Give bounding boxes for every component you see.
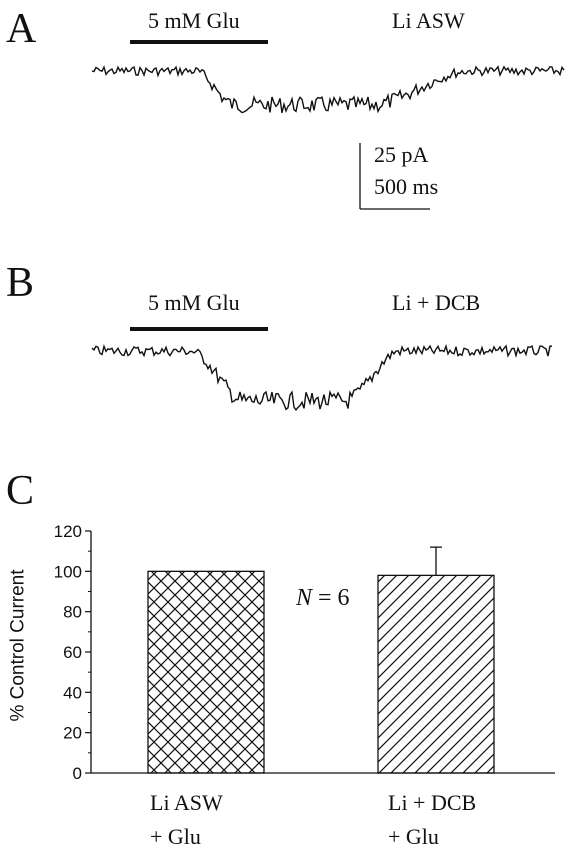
category-label-1-line1: Li + DCB [388,790,477,815]
panel-letter-a: A [6,6,37,52]
y-tick-label-100: 100 [54,562,82,581]
panel-letter-b: B [6,260,35,306]
category-label-0-line2: + Glu [150,824,201,849]
y-tick-label-20: 20 [63,724,82,743]
panel-letter-c: C [6,468,35,514]
n-annotation-italic: N [296,585,313,611]
category-label-1-line2: + Glu [388,824,439,849]
n-annotation: N = 6 [296,586,350,610]
stimulus-label-b: 5 mM Glu [148,290,240,315]
bar-1 [377,574,495,774]
scale-bar-time-label: 500 ms [374,174,439,199]
scale-bar-current-label: 25 pA [374,142,429,167]
category-label-0-line1: Li ASW [150,790,223,815]
bar-0 [147,570,265,774]
n-annotation-value: = 6 [312,585,350,611]
y-tick-label-60: 60 [63,643,82,662]
stimulus-label-a: 5 mM Glu [148,8,240,33]
current-trace-a [91,65,565,114]
bar-chart: 0 20 40 60 80 100 120 [54,522,555,783]
y-tick-label-120: 120 [54,522,82,541]
y-tick-label-0: 0 [73,764,82,783]
condition-label-b: Li + DCB [392,290,481,315]
y-tick-label-40: 40 [63,683,82,702]
current-trace-b [91,343,553,412]
condition-label-a: Li ASW [392,8,465,33]
y-tick-label-80: 80 [63,603,82,622]
